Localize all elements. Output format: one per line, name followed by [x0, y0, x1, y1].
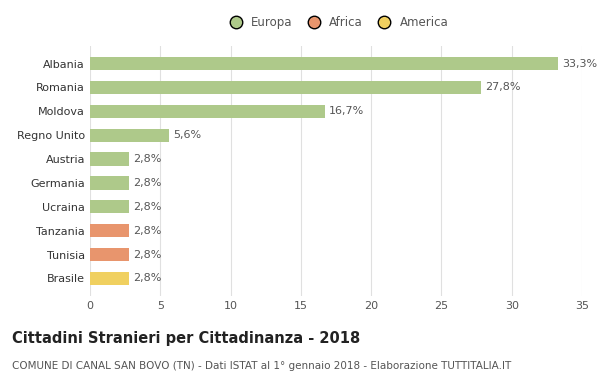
Text: 2,8%: 2,8%	[134, 226, 162, 236]
Text: 2,8%: 2,8%	[134, 178, 162, 188]
Text: COMUNE DI CANAL SAN BOVO (TN) - Dati ISTAT al 1° gennaio 2018 - Elaborazione TUT: COMUNE DI CANAL SAN BOVO (TN) - Dati IST…	[12, 361, 511, 371]
Bar	[90, 128, 169, 142]
Text: 2,8%: 2,8%	[134, 154, 162, 164]
Bar	[90, 248, 130, 261]
Bar	[90, 224, 130, 237]
Bar	[90, 272, 130, 285]
Text: 2,8%: 2,8%	[134, 202, 162, 212]
Text: Cittadini Stranieri per Cittadinanza - 2018: Cittadini Stranieri per Cittadinanza - 2…	[12, 331, 360, 345]
Bar	[90, 200, 130, 214]
Bar	[90, 57, 558, 70]
Bar	[90, 81, 481, 94]
Text: 16,7%: 16,7%	[329, 106, 364, 116]
Bar	[90, 105, 325, 118]
Text: 27,8%: 27,8%	[485, 82, 521, 92]
Text: 33,3%: 33,3%	[562, 59, 598, 68]
Bar	[90, 152, 130, 166]
Text: 2,8%: 2,8%	[134, 274, 162, 283]
Bar	[90, 176, 130, 190]
Text: 2,8%: 2,8%	[134, 250, 162, 260]
Legend: Europa, Africa, America: Europa, Africa, America	[219, 11, 453, 34]
Text: 5,6%: 5,6%	[173, 130, 201, 140]
